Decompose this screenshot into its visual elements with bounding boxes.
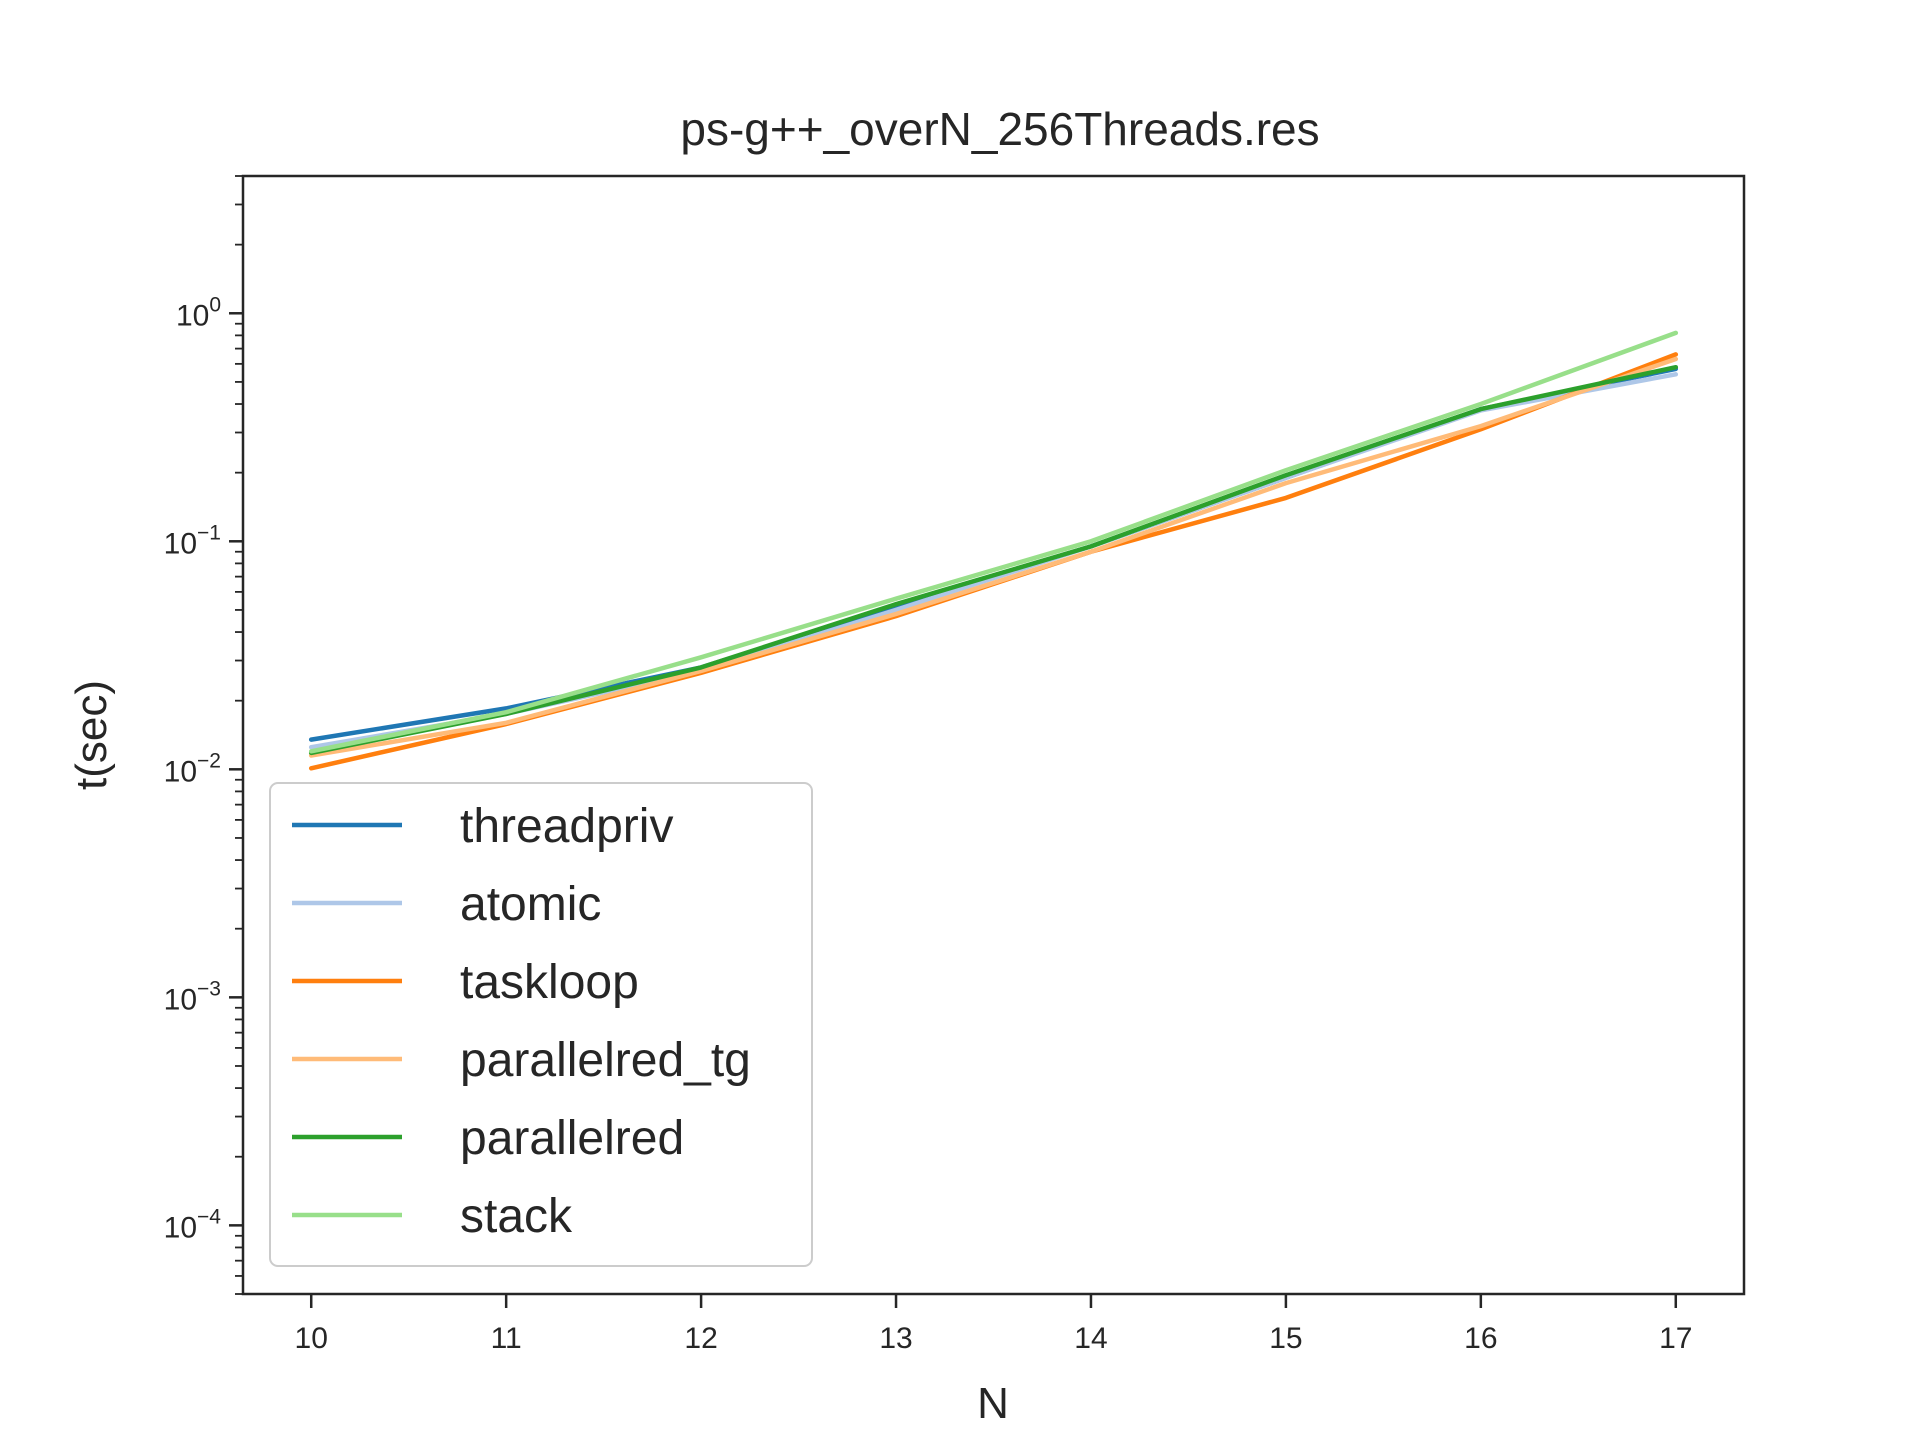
y-tick-label: 100 xyxy=(176,293,221,332)
y-tick-label: 10−2 xyxy=(164,749,221,788)
series-line-parallelred_tg xyxy=(308,356,1679,758)
y-tick-label: 10−1 xyxy=(164,521,221,560)
x-axis-ticks: 10 11 12 13 14 15 16 17 xyxy=(295,1294,1692,1355)
x-axis-label: N xyxy=(977,1379,1009,1428)
legend-label-parallelred_tg: parallelred_tg xyxy=(460,1034,751,1087)
chart-title: ps-g++_overN_256Threads.res xyxy=(680,103,1319,155)
x-tick-label: 11 xyxy=(491,1322,522,1355)
legend-label-parallelred: parallelred xyxy=(460,1112,684,1165)
x-tick-label: 15 xyxy=(1269,1322,1302,1355)
x-tick-label: 14 xyxy=(1074,1322,1107,1355)
legend-label-threadpriv: threadpriv xyxy=(460,800,673,853)
plot-frame xyxy=(241,174,1746,1296)
legend-label-atomic: atomic xyxy=(460,878,601,931)
x-tick-label: 13 xyxy=(879,1322,912,1355)
x-tick-label: 16 xyxy=(1464,1322,1497,1355)
y-tick-label: 10−3 xyxy=(164,977,221,1016)
y-tick-label: 10−4 xyxy=(164,1205,222,1244)
series-lines xyxy=(308,330,1679,771)
x-tick-label: 10 xyxy=(295,1322,328,1355)
series-line-stack xyxy=(308,330,1679,754)
legend: threadpriv atomic taskloop parallelred_tgpa… xyxy=(269,782,813,1267)
legend-label-stack: stack xyxy=(460,1190,573,1243)
y-axis-ticks: 10−4 10−3 10−2 10−1 100 xyxy=(164,175,243,1295)
legend-label-taskloop: taskloop xyxy=(460,956,639,1009)
x-tick-label: 12 xyxy=(684,1322,717,1355)
series-line-parallelred xyxy=(308,364,1679,756)
y-axis-label: t(sec) xyxy=(67,680,116,790)
legend-box xyxy=(269,782,813,1267)
x-tick-label: 17 xyxy=(1659,1322,1692,1355)
